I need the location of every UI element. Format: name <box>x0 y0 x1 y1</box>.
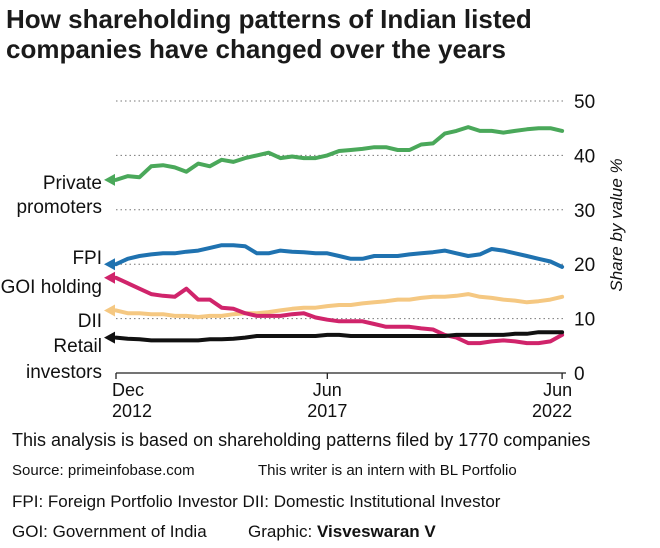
x-tick-label-2-line2: 2022 <box>532 401 572 421</box>
chart-title: How shareholding patterns of Indian list… <box>6 4 656 64</box>
abbreviations-note-1: FPI: Foreign Portfolio Investor DII: Dom… <box>12 492 501 511</box>
series-line-private-promoters <box>114 125 565 182</box>
series-line-retail-investors <box>114 330 565 343</box>
y-tick-label-10: 10 <box>574 310 595 331</box>
series-marker-goi-holding <box>104 271 115 284</box>
grid-lines <box>116 100 566 374</box>
series-label-fpi-line1: FPI <box>72 248 102 269</box>
series-lines <box>114 125 565 346</box>
series-labels: Private promoters FPI GOI holding DII Retail i… <box>1 173 115 383</box>
series-marker-fpi <box>104 258 115 271</box>
y-axis: 0 10 20 30 40 50 Share by value % <box>574 92 626 385</box>
x-tick-label-0-line1: Dec <box>112 380 144 400</box>
x-tick-label-2-line1: Jun <box>543 380 572 400</box>
graphic-author: Visveswaran V <box>316 522 436 541</box>
title-line-1: How shareholding patterns of Indian list… <box>6 4 532 34</box>
series-label-private-promoters-line1: Private <box>43 173 102 194</box>
writer-note: This writer is an intern with BL Portfol… <box>258 462 517 479</box>
series-line-goi-holding <box>114 275 565 346</box>
y-tick-label-20: 20 <box>574 255 595 276</box>
series-marker-private-promoters <box>104 173 115 186</box>
y-tick-label-40: 40 <box>574 146 595 167</box>
series-label-private-promoters-line2: promoters <box>16 197 102 218</box>
y-axis-label: Share by value % <box>607 158 626 291</box>
series-label-dii-line1: DII <box>78 311 102 332</box>
analysis-note: This analysis is based on shareholding p… <box>12 430 591 450</box>
y-tick-label-30: 30 <box>574 201 595 222</box>
graphic-label: Graphic: <box>248 522 313 541</box>
y-tick-label-0: 0 <box>574 364 585 385</box>
series-marker-retail-investors <box>104 331 115 344</box>
series-label-goi-holding-line1: GOI holding <box>1 277 102 298</box>
abbreviations-note-2: GOI: Government of India <box>12 522 207 541</box>
source-note: Source: primeinfobase.com <box>12 462 195 479</box>
abbreviations-row: GOI: Government of India Graphic: Visves… <box>12 522 436 542</box>
x-tick-label-0-line2: 2012 <box>112 401 152 421</box>
source-row: Source: primeinfobase.com This writer is… <box>12 462 517 479</box>
series-line-fpi <box>114 243 565 269</box>
graphic-credit: Graphic: Visveswaran V <box>248 522 436 542</box>
title-line-2: companies have changed over the years <box>6 34 506 64</box>
y-tick-label-50: 50 <box>574 92 595 113</box>
series-label-retail-investors-line1: Retail <box>53 336 102 357</box>
x-tick-label-1-line2: 2017 <box>307 401 347 421</box>
series-line-dii <box>114 292 565 319</box>
x-tick-label-1-line1: Jun <box>313 380 342 400</box>
series-label-retail-investors-line2: investors <box>26 362 102 383</box>
series-marker-dii <box>104 304 115 317</box>
